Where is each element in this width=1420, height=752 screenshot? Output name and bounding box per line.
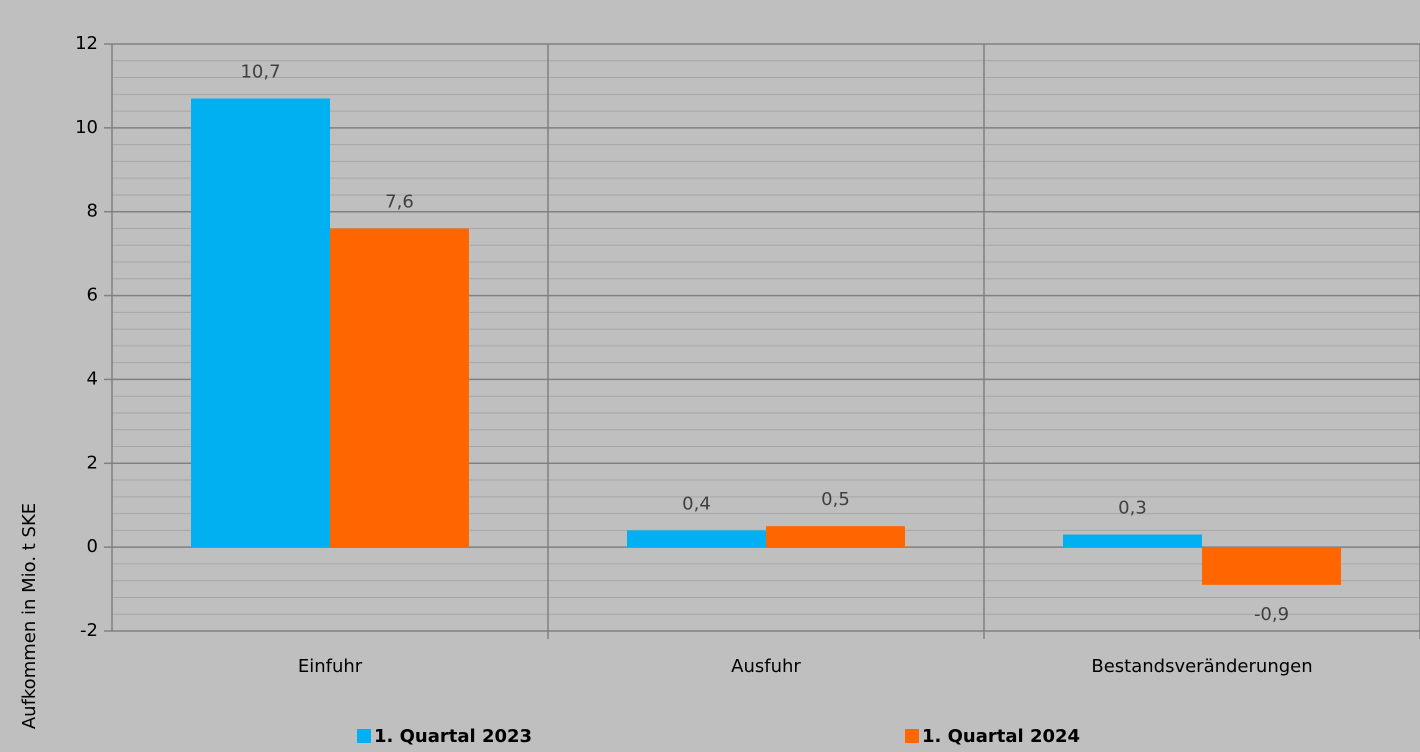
value-label: 0,4 (682, 493, 711, 514)
bar (627, 530, 766, 548)
x-tick-label: Ausfuhr (731, 656, 801, 677)
value-label: 10,7 (240, 62, 280, 83)
value-label: -0,9 (1254, 604, 1289, 625)
bar (1202, 547, 1341, 585)
legend-label: 1. Quartal 2023 (374, 726, 532, 747)
value-label: 7,6 (385, 191, 414, 212)
y-axis-label: Aufkommen in Mio. t SKE (19, 503, 40, 729)
y-tick-label: 0 (87, 536, 98, 557)
bar (191, 98, 330, 548)
legend-label: 1. Quartal 2024 (922, 726, 1080, 747)
y-tick-label: 10 (75, 117, 98, 138)
y-tick-label: 4 (87, 368, 98, 389)
value-label: 0,5 (821, 489, 850, 510)
x-tick-label: Bestandsveränderungen (1091, 656, 1312, 677)
y-tick-label: -2 (80, 620, 98, 641)
y-tick-label: 2 (87, 452, 98, 473)
bar (766, 526, 905, 548)
bar (330, 228, 469, 548)
legend-swatch (905, 729, 919, 743)
value-label: 0,3 (1118, 498, 1147, 519)
y-tick-label: 8 (87, 201, 98, 222)
x-tick-label: Einfuhr (298, 656, 363, 677)
bar (1063, 534, 1202, 548)
y-tick-label: 6 (87, 285, 98, 306)
y-tick-label: 12 (75, 33, 98, 54)
legend-swatch (357, 729, 371, 743)
